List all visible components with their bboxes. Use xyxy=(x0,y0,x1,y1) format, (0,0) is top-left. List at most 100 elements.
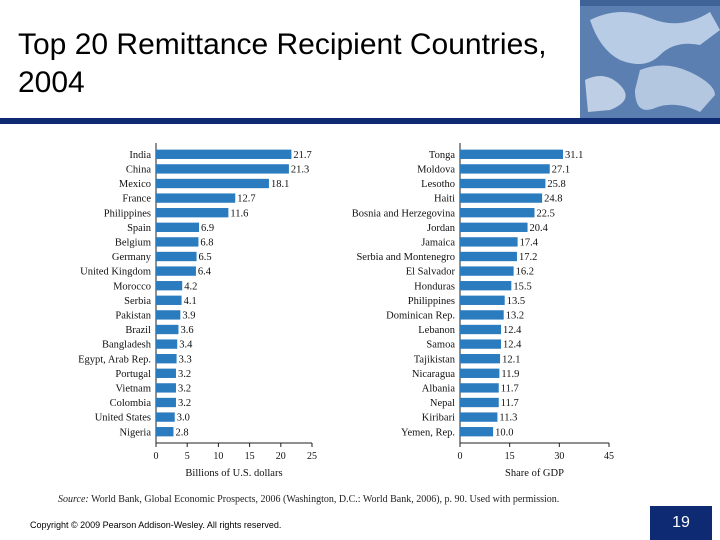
usd-x-tick-label: 5 xyxy=(185,451,190,462)
gdp-value-label: 11.9 xyxy=(501,369,519,380)
usd-value-label: 2.8 xyxy=(175,427,188,438)
gdp-bar xyxy=(460,339,502,349)
gdp-value-label: 31.1 xyxy=(565,150,583,161)
usd-bar xyxy=(156,237,199,247)
gdp-category-label: Honduras xyxy=(414,281,455,292)
usd-bar xyxy=(156,310,181,320)
usd-bar xyxy=(156,178,269,189)
usd-value-label: 6.4 xyxy=(198,267,212,278)
slide-title: Top 20 Remittance Recipient Countries, 2… xyxy=(18,28,547,99)
gdp-category-label: Serbia and Montenegro xyxy=(356,252,455,263)
gdp-value-label: 10.0 xyxy=(495,427,513,438)
usd-value-label: 3.2 xyxy=(178,384,191,395)
usd-category-label: Colombia xyxy=(110,398,152,409)
gdp-bar xyxy=(460,164,550,174)
gdp-bar xyxy=(460,266,514,276)
gdp-value-label: 12.4 xyxy=(503,325,522,336)
gdp-category-label: Haiti xyxy=(434,194,455,205)
usd-x-tick-label: 10 xyxy=(213,451,223,462)
gdp-category-label: Lebanon xyxy=(418,325,455,336)
gdp-category-label: Bosnia and Herzegovina xyxy=(352,208,456,219)
usd-value-label: 12.7 xyxy=(237,194,255,205)
usd-value-label: 6.8 xyxy=(200,238,213,249)
gdp-x-tick-label: 45 xyxy=(604,451,614,462)
gdp-bar xyxy=(460,295,505,305)
gdp-category-label: Yemen, Rep. xyxy=(401,427,455,438)
usd-value-label: 11.6 xyxy=(230,208,248,219)
usd-x-tick-label: 0 xyxy=(154,451,159,462)
gdp-x-tick-label: 30 xyxy=(554,451,564,462)
gdp-bar xyxy=(460,208,535,218)
usd-category-label: China xyxy=(126,165,151,176)
gdp-x-tick-label: 15 xyxy=(505,451,515,462)
gdp-value-label: 11.7 xyxy=(501,398,519,409)
usd-value-label: 3.6 xyxy=(180,325,193,336)
gdp-category-label: Tonga xyxy=(429,150,455,161)
gdp-value-label: 11.3 xyxy=(499,413,517,424)
gdp-value-label: 13.2 xyxy=(506,311,524,322)
usd-value-label: 3.2 xyxy=(178,398,191,409)
gdp-bar xyxy=(460,237,518,247)
usd-category-label: Vietnam xyxy=(115,384,151,395)
usd-category-label: Belgium xyxy=(115,238,151,249)
gdp-bar xyxy=(460,310,504,320)
usd-bar xyxy=(156,251,197,262)
usd-category-label: Germany xyxy=(112,252,152,263)
usd-value-label: 21.7 xyxy=(293,150,311,161)
gdp-value-label: 20.4 xyxy=(530,223,549,234)
gdp-category-label: Albania xyxy=(422,384,456,395)
usd-bar xyxy=(156,222,200,232)
gdp-bar xyxy=(460,427,494,437)
usd-value-label: 3.3 xyxy=(179,354,192,365)
gdp-bar xyxy=(460,383,499,393)
source-note: Source: World Bank, Global Economic Pros… xyxy=(58,494,618,505)
usd-category-label: Serbia xyxy=(124,296,151,307)
gdp-bar xyxy=(460,412,498,422)
copyright-text: Copyright © 2009 Pearson Addison-Wesley.… xyxy=(30,520,282,530)
chart-share-gdp: Tonga 31.1 Moldova 27.1 Lesotho 25.8 Haiti 24.8… xyxy=(352,143,614,479)
usd-value-label: 18.1 xyxy=(271,179,289,190)
gdp-value-label: 25.8 xyxy=(547,179,565,190)
usd-bar xyxy=(156,383,176,393)
usd-bar xyxy=(156,412,175,422)
title-rule xyxy=(0,118,720,124)
gdp-value-label: 17.4 xyxy=(520,238,539,249)
gdp-category-label: Lesotho xyxy=(421,179,455,190)
gdp-bar xyxy=(460,281,512,291)
gdp-category-label: Nicaragua xyxy=(412,369,455,380)
usd-bar xyxy=(156,208,229,218)
usd-bar xyxy=(156,427,174,437)
usd-value-label: 21.3 xyxy=(291,165,309,176)
usd-bar xyxy=(156,266,196,276)
usd-x-tick-label: 15 xyxy=(245,451,255,462)
usd-bar xyxy=(156,193,236,203)
source-text: World Bank, Global Economic Prospects, 2… xyxy=(91,494,560,505)
page-number: 19 xyxy=(650,506,712,540)
usd-value-label: 6.9 xyxy=(201,223,214,234)
usd-bar xyxy=(156,164,289,174)
usd-value-label: 4.2 xyxy=(184,281,197,292)
usd-x-tick-label: 20 xyxy=(276,451,286,462)
gdp-x-axis-title: Share of GDP xyxy=(505,468,564,479)
usd-value-label: 3.0 xyxy=(177,413,190,424)
usd-category-label: United States xyxy=(95,413,151,424)
gdp-value-label: 13.5 xyxy=(507,296,525,307)
world-map-decoration xyxy=(580,0,720,118)
usd-category-label: Nigeria xyxy=(120,427,152,438)
gdp-value-label: 12.4 xyxy=(503,340,522,351)
gdp-value-label: 15.5 xyxy=(513,281,531,292)
usd-bar xyxy=(156,368,176,378)
remittance-charts: India 21.7 China 21.3 Mexico 18.1 France 12.7 Ph… xyxy=(78,143,614,479)
gdp-x-tick-label: 0 xyxy=(458,451,463,462)
gdp-category-label: Kiribari xyxy=(422,413,455,424)
gdp-bar xyxy=(460,178,546,189)
usd-bar xyxy=(156,339,178,349)
gdp-bar xyxy=(460,324,502,335)
usd-bar xyxy=(156,149,292,159)
gdp-bar xyxy=(460,149,563,159)
gdp-bar xyxy=(460,354,501,364)
usd-bar xyxy=(156,354,177,364)
gdp-value-label: 12.1 xyxy=(502,354,520,365)
usd-value-label: 3.9 xyxy=(182,311,195,322)
usd-category-label: France xyxy=(122,194,151,205)
